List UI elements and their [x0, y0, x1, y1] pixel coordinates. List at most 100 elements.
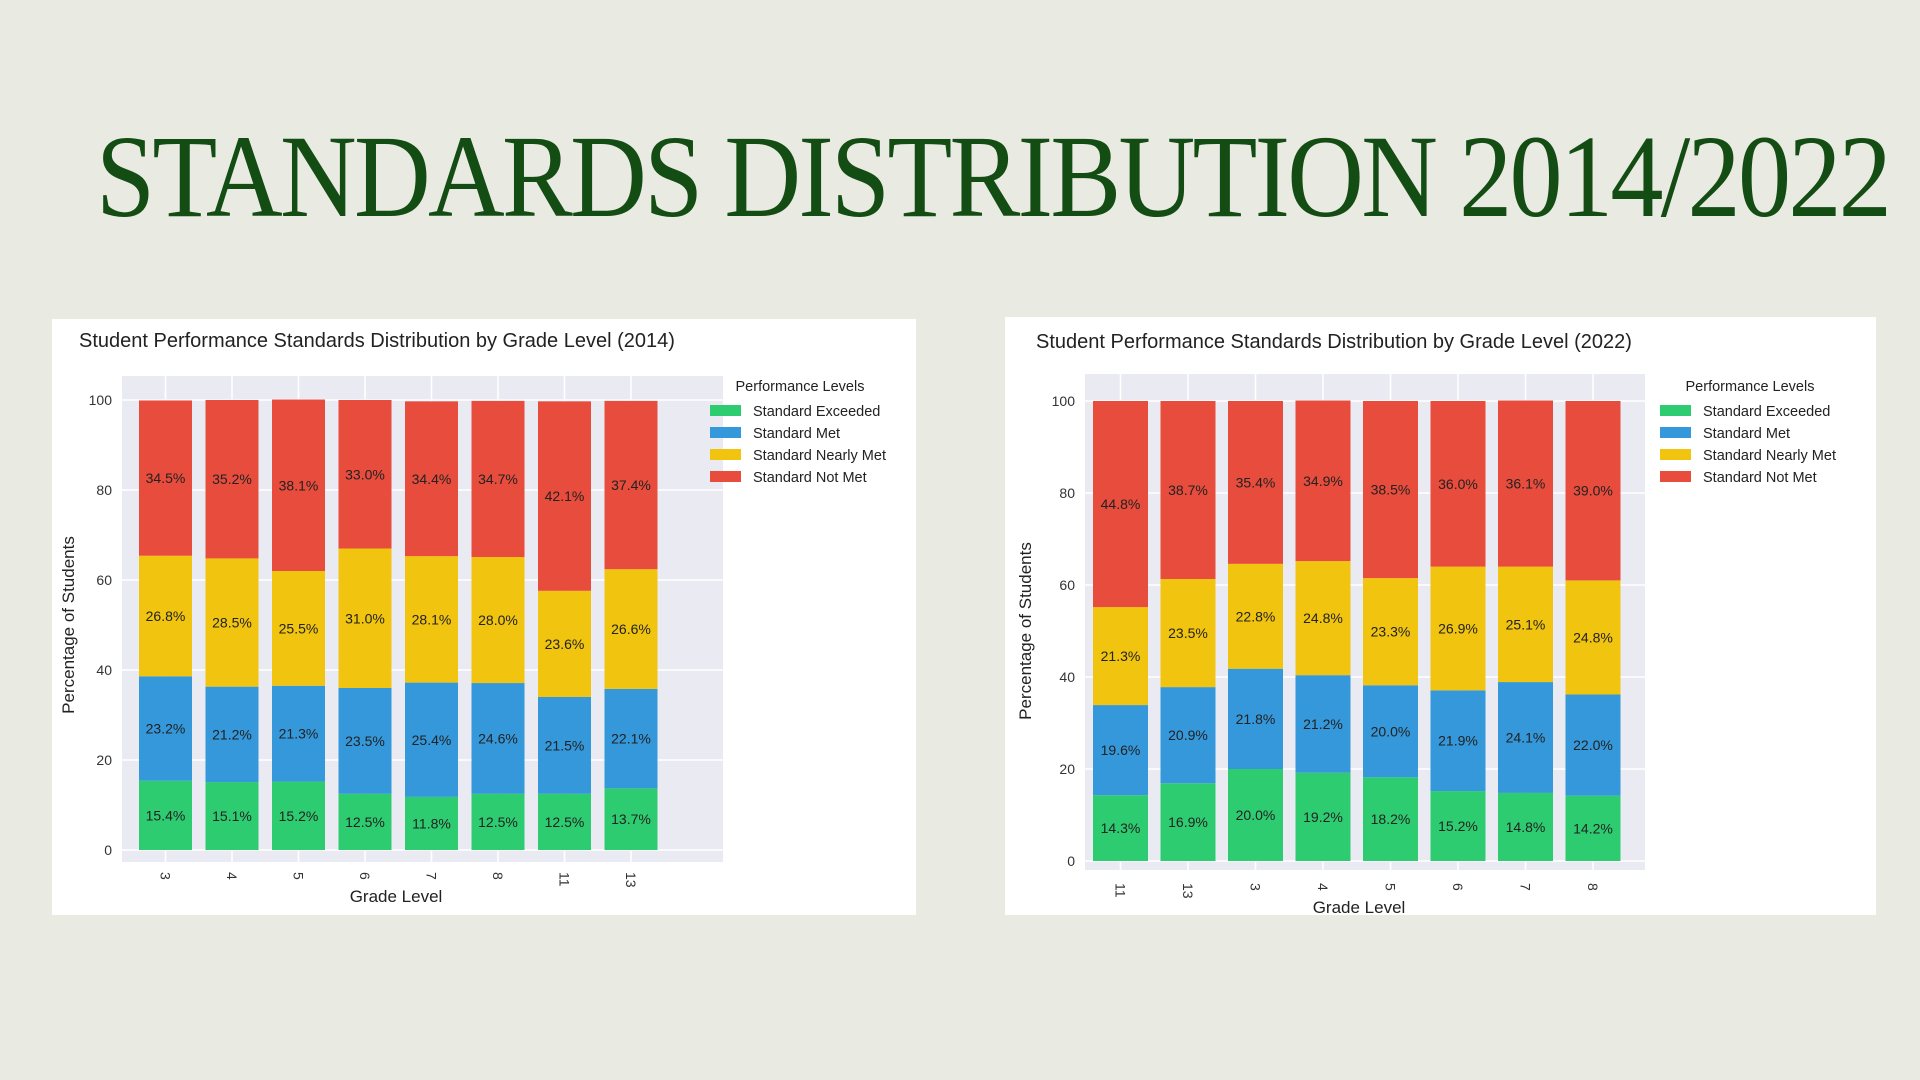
data-label: 42.1% [545, 488, 585, 504]
bar-segment [1228, 668, 1283, 769]
bar-segment [1363, 777, 1418, 861]
bar-segment [471, 400, 525, 558]
legend-label: Standard Met [753, 426, 840, 442]
legend-label: Standard Nearly Met [1703, 448, 1836, 464]
x-tick-label: 4 [1315, 883, 1331, 891]
data-label: 28.0% [478, 612, 518, 628]
data-label: 36.1% [1506, 476, 1546, 492]
data-label: 15.2% [279, 808, 319, 824]
data-label: 12.5% [545, 814, 585, 830]
data-label: 21.8% [1236, 711, 1276, 727]
data-label: 18.2% [1371, 811, 1411, 827]
data-label: 21.3% [279, 726, 319, 742]
data-label: 13.7% [611, 811, 651, 827]
bar-segment [1295, 400, 1351, 562]
bar-segment [1430, 566, 1486, 691]
x-tick-label: 8 [490, 872, 506, 880]
data-label: 34.5% [146, 470, 186, 486]
data-label: 20.0% [1371, 723, 1411, 739]
bar-segment [1498, 566, 1553, 683]
data-label: 26.6% [611, 621, 651, 637]
y-tick-label: 0 [1067, 853, 1075, 869]
legend-swatch [710, 427, 741, 438]
data-label: 15.1% [212, 808, 252, 824]
y-tick-label: 40 [1059, 669, 1075, 685]
bar-segment [1228, 401, 1283, 564]
bar-segment [272, 571, 325, 686]
data-label: 20.0% [1236, 807, 1276, 823]
bar-segment [405, 796, 458, 850]
bar-segment [338, 688, 392, 794]
data-label: 34.7% [478, 471, 518, 487]
x-tick-label: 6 [357, 872, 373, 880]
x-tick-label: 4 [224, 872, 240, 880]
bar-segment [405, 556, 458, 683]
bar-segment [338, 548, 392, 688]
data-label: 12.5% [345, 814, 385, 830]
data-label: 22.8% [1236, 608, 1276, 624]
bar-segment [272, 685, 325, 782]
bar-segment [272, 399, 325, 571]
data-label: 31.0% [345, 610, 385, 626]
bar-segment [1160, 687, 1216, 784]
chart-2014: Student Performance Standards Distributi… [59, 330, 886, 906]
x-tick-label: 6 [1450, 883, 1466, 891]
data-label: 23.3% [1371, 624, 1411, 640]
data-label: 19.6% [1101, 742, 1141, 758]
data-label: 21.5% [545, 737, 585, 753]
data-label: 24.8% [1303, 610, 1343, 626]
data-label: 20.9% [1168, 727, 1208, 743]
data-label: 38.5% [1371, 482, 1411, 498]
data-label: 23.5% [1168, 625, 1208, 641]
bar-segment [1565, 795, 1621, 861]
data-label: 23.6% [545, 636, 585, 652]
bar-segment [1363, 401, 1418, 579]
bar-segment [1430, 690, 1486, 792]
x-tick-label: 11 [557, 872, 573, 887]
bar-segment [205, 686, 259, 783]
legend-swatch [1660, 427, 1691, 438]
bar-segment [1295, 561, 1351, 676]
data-label: 25.5% [279, 620, 319, 636]
bar-segment [538, 590, 591, 697]
legend-title: Performance Levels [1686, 379, 1815, 395]
x-tick-label: 13 [1180, 883, 1196, 899]
x-axis-label: Grade Level [350, 887, 443, 906]
x-tick-label: 5 [291, 872, 307, 880]
bar-segment [1295, 675, 1351, 773]
page-headline: STANDARDS DISTRIBUTION 2014/2022 [96, 111, 1892, 242]
bar-segment [1498, 792, 1553, 861]
data-label: 15.2% [1438, 818, 1478, 834]
bar-segment [1363, 578, 1418, 686]
legend-swatch [710, 405, 741, 416]
bar-segment [1160, 579, 1216, 688]
legend-swatch [710, 471, 741, 482]
data-label: 25.1% [1506, 616, 1546, 632]
data-label: 16.9% [1168, 814, 1208, 830]
data-label: 34.9% [1303, 473, 1343, 489]
data-label: 23.5% [345, 733, 385, 749]
y-tick-label: 60 [96, 572, 112, 588]
x-tick-label: 3 [158, 872, 174, 880]
y-axis-label: Percentage of Students [1016, 542, 1035, 720]
legend-label: Standard Exceeded [1703, 404, 1830, 420]
y-tick-label: 80 [1059, 485, 1075, 501]
legend-swatch [1660, 405, 1691, 416]
bar-segment [1295, 772, 1351, 861]
bar-segment [405, 401, 458, 557]
bar-segment [205, 782, 259, 850]
data-label: 15.4% [146, 807, 186, 823]
data-label: 26.8% [146, 608, 186, 624]
x-tick-label: 11 [1113, 883, 1129, 898]
y-tick-label: 0 [104, 842, 112, 858]
bar-segment [139, 555, 192, 677]
data-label: 35.2% [212, 471, 252, 487]
bar-segment [1498, 400, 1553, 567]
data-label: 26.9% [1438, 620, 1478, 636]
bar-segment [205, 400, 259, 559]
data-label: 28.1% [412, 611, 452, 627]
x-tick-label: 7 [424, 872, 440, 880]
data-label: 11.8% [412, 815, 451, 831]
x-tick-label: 5 [1383, 883, 1399, 891]
legend-swatch [1660, 471, 1691, 482]
